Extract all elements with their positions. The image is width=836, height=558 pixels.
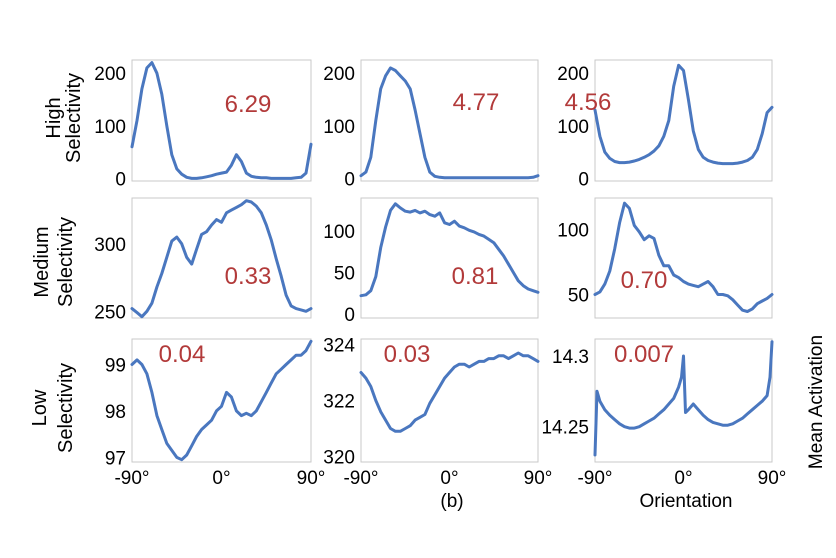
series-line-r1c1: [359, 202, 540, 298]
ytick-label-r2c1-2: 324: [323, 336, 355, 357]
panel-r2c2: 14.25 14.3 -90° 0° 90° 0.007: [541, 338, 787, 489]
panel-r1c2: 50 100 0.70: [557, 197, 774, 319]
selectivity-value-r2c1: 0.03: [384, 341, 431, 368]
ytick-label-r0c2-0: 0: [578, 169, 589, 190]
xtick-label-r2c2-0: -90°: [577, 468, 612, 489]
selectivity-value-r2c2: 0.007: [614, 341, 674, 368]
selectivity-value-r1c1: 0.81: [452, 263, 499, 290]
selectivity-value-r2c0: 0.04: [159, 341, 206, 368]
panel-frame-r1c1: [360, 197, 539, 319]
xtick-label-r2c0-1: 0°: [212, 468, 230, 489]
selectivity-value-r0c1: 4.77: [453, 89, 500, 116]
row-label-low-line1: Low: [29, 389, 51, 426]
ytick-label-r1c1-2: 100: [323, 222, 355, 243]
x-axis-label: Orientation: [640, 491, 733, 512]
series-line-r0c2: [593, 63, 774, 166]
row-label-medium-line1: Medium: [31, 226, 53, 297]
panel-r0c0: 0 100 200 6.29: [94, 59, 313, 190]
panel-r1c1: 0 50 100 0.81: [323, 197, 540, 326]
ytick-label-r0c0-1: 100: [94, 117, 126, 138]
panel-r0c1: 0 100 200 4.77: [323, 59, 540, 190]
ytick-label-r0c1-0: 0: [344, 169, 355, 190]
ytick-label-r2c2-0: 14.25: [541, 418, 589, 439]
row-label-high-line1: High: [43, 97, 65, 138]
ytick-label-r1c2-0: 50: [568, 286, 589, 307]
selectivity-value-r1c2: 0.70: [621, 267, 668, 294]
xtick-label-r2c2-2: 90°: [758, 468, 787, 489]
panel-r0c2: 0 100 200 4.56: [557, 59, 774, 190]
series-line-r2c2: [593, 340, 774, 457]
ytick-label-r2c1-1: 322: [323, 392, 355, 413]
xtick-label-r2c1-2: 90°: [524, 468, 553, 489]
ytick-label-r2c0-1: 98: [105, 402, 126, 423]
panel-r2c1: 320 322 324 -90° 0° 90° 0.03: [323, 336, 552, 489]
ytick-label-r0c2-1: 100: [557, 117, 589, 138]
ytick-label-r1c0-0: 250: [94, 302, 126, 323]
panel-frame-r0c1: [360, 59, 539, 182]
series-line-r1c0: [130, 199, 313, 319]
panel-label: (b): [440, 491, 463, 512]
panel-frame-r1c0: [131, 197, 312, 319]
xtick-label-r2c2-1: 0°: [674, 468, 692, 489]
series-line-r0c0: [130, 61, 313, 180]
panel-frame-r2c0: [131, 338, 312, 463]
selectivity-value-r1c0: 0.33: [225, 263, 272, 290]
ytick-label-r2c1-0: 320: [323, 447, 355, 468]
panel-r1c0: 250 300 0.33: [94, 197, 313, 323]
panel-frame-r1c2: [594, 197, 773, 319]
ytick-label-r1c1-0: 0: [344, 305, 355, 326]
ytick-label-r2c2-1: 14.3: [552, 347, 589, 368]
series-line-r2c0: [130, 339, 313, 462]
row-label-high-line2: Selectivity: [63, 73, 85, 163]
xtick-label-r2c1-1: 0°: [440, 468, 458, 489]
ytick-label-r2c0-0: 97: [105, 448, 126, 469]
ytick-label-r0c2-2: 200: [557, 64, 589, 85]
ytick-label-r2c0-2: 99: [105, 356, 126, 377]
series-line-r2c1: [359, 351, 540, 433]
panel-grid: 0 100 200 6.29 0 100 200 4.77 0 100 200 4.56 250 300 0…: [94, 59, 787, 489]
xtick-label-r2c0-2: 90°: [297, 468, 326, 489]
selectivity-value-r0c0: 6.29: [225, 91, 272, 118]
series-line-r0c1: [359, 66, 540, 180]
ytick-label-r1c1-1: 50: [334, 263, 355, 284]
panel-frame-r0c0: [131, 59, 312, 182]
xtick-label-r2c0-0: -90°: [114, 468, 149, 489]
ytick-label-r1c0-1: 300: [94, 235, 126, 256]
ytick-label-r0c1-2: 200: [323, 64, 355, 85]
row-label-medium-line2: Selectivity: [55, 217, 77, 307]
row-label-low-line2: Selectivity: [55, 363, 77, 453]
selectivity-value-r0c2: 4.56: [565, 89, 612, 116]
ytick-label-r0c1-1: 100: [323, 117, 355, 138]
ytick-label-r1c2-1: 100: [557, 220, 589, 241]
series-line-r1c2: [593, 201, 774, 313]
ytick-label-r0c0-2: 200: [94, 64, 126, 85]
panel-r2c0: 97 98 99 -90° 0° 90° 0.04: [105, 338, 326, 489]
ytick-label-r0c0-0: 0: [115, 169, 126, 190]
xtick-label-r2c1-0: -90°: [343, 468, 378, 489]
y-axis-label: Mean Activation: [806, 335, 827, 469]
